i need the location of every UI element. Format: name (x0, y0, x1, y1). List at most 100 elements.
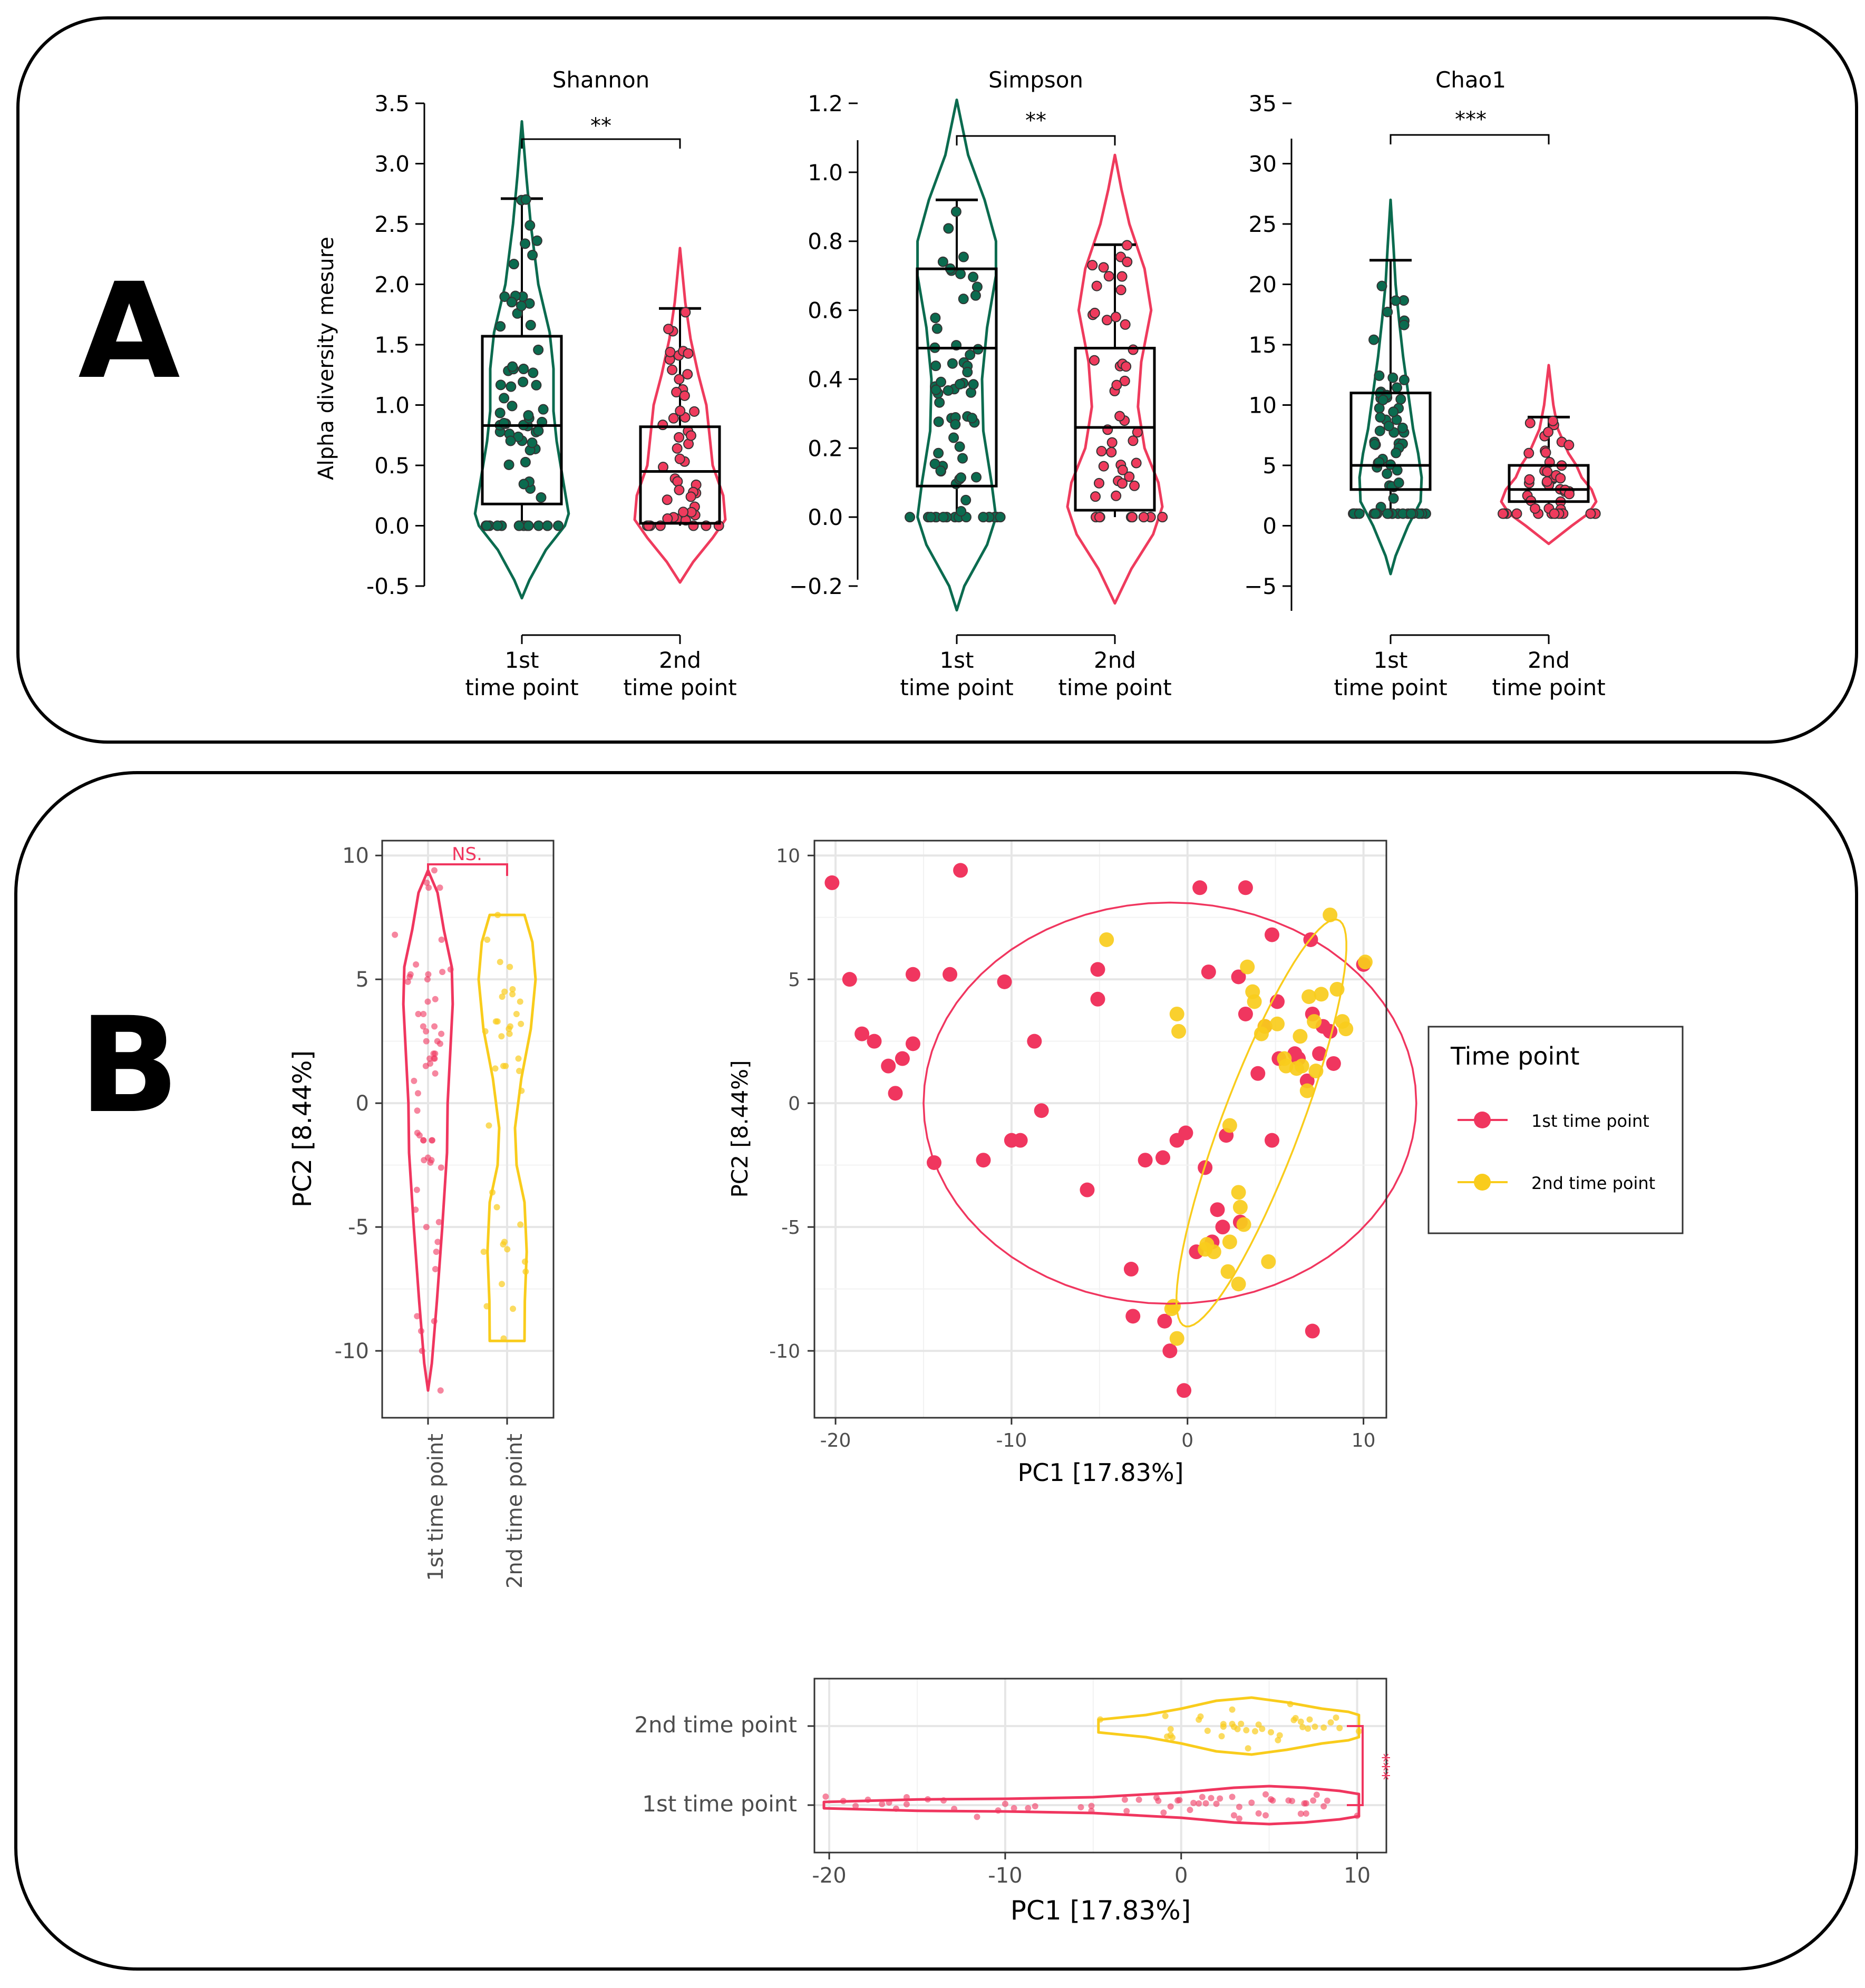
shannon-dot-1 (508, 259, 519, 270)
pc1-violin-ylabel-1st: 1st time point (642, 1791, 797, 1817)
shannon-dot-1 (492, 520, 503, 531)
chao1-dot-2 (1549, 508, 1560, 519)
pca-point-2nd (1169, 1331, 1184, 1346)
shannon-dot-2 (685, 430, 696, 441)
pc1-jitter-2nd (1234, 1726, 1241, 1732)
pc1-jitter-2nd (1255, 1721, 1262, 1728)
shannon-dot-2 (667, 364, 678, 375)
chao1-significance: *** (1455, 108, 1487, 132)
pc1-jitter-1st (903, 1801, 910, 1808)
legend: Time point 1st time point 2nd time point (1427, 1026, 1684, 1234)
pc1-violin-ylabel-2nd: 2nd time point (634, 1712, 797, 1738)
pca-point-2nd (1323, 907, 1338, 922)
pca-point-2nd (1261, 1254, 1276, 1269)
chao1-dot-1 (1368, 334, 1380, 345)
shannon-xlabel-2-line1: 2nd (659, 647, 701, 673)
chao1-plot: Chao1 −5 0 5 10 15 20 25 30 35 1st time point 2n… (1244, 67, 1606, 700)
pc1-jitter-2nd (1276, 1732, 1283, 1739)
chao1-dot-2 (1541, 476, 1552, 487)
simpson-dot-1 (943, 223, 954, 234)
pca-point-2nd (1220, 1264, 1236, 1279)
pc2-jitter-2nd (518, 1020, 524, 1027)
shannon-dot-1 (542, 520, 553, 531)
pc2-ytick-label: 0 (356, 1092, 369, 1116)
pc2-ytick-label: 10 (342, 844, 369, 868)
shannon-dot-1 (507, 401, 518, 412)
pc2-jitter-2nd (498, 1033, 505, 1040)
pca-point-1st (1013, 1133, 1028, 1148)
shannon-dot-2 (679, 390, 690, 401)
simpson-dot-2 (1102, 315, 1113, 326)
shannon-dot-1 (520, 194, 531, 205)
pc2-jitter-2nd (506, 1026, 512, 1032)
simpson-dot-1 (930, 384, 941, 395)
chao1-dot-1 (1398, 374, 1410, 385)
pca-ytick-label: 0 (788, 1093, 800, 1115)
shannon-ytick-label: 1.0 (374, 393, 410, 418)
chao1-dot-1 (1388, 406, 1399, 417)
pc2-violin-body: -10 -5 0 5 10 (335, 844, 537, 1425)
pc2-jitter-2nd (485, 1122, 492, 1129)
pca-point-2nd (1314, 987, 1329, 1002)
pca-ellipse-2nd (1176, 918, 1347, 1328)
pc1-violin-body: -20 -10 0 10 (808, 1696, 1371, 1888)
chao1-ytick-label: 5 (1262, 453, 1277, 479)
chao1-body: −5 0 5 10 15 20 25 30 35 (1244, 91, 1601, 599)
pca-point-2nd (1222, 1118, 1237, 1133)
simpson-plot: Simpson −0.2 0.0 0.2 0.4 0.6 0.8 1.0 1.2 1st ti… (789, 67, 1172, 700)
pc1-jitter-1st (1025, 1805, 1032, 1811)
pca-point-1st (905, 1036, 920, 1051)
simpson-box-2 (1074, 347, 1156, 512)
pc2-violin-grid (382, 841, 553, 1418)
simpson-dot-2 (1131, 457, 1142, 469)
pc2-jitter-1st (431, 867, 438, 874)
simpson-dot-2 (1089, 307, 1100, 318)
shannon-title: Shannon (552, 67, 650, 93)
pca-point-1st (1162, 1343, 1178, 1359)
simpson-ytick-label: 0.0 (808, 504, 843, 530)
shannon-dot-2 (662, 513, 673, 524)
shannon-dot-1 (523, 520, 534, 531)
pc2-jitter-1st (414, 1313, 421, 1320)
shannon-dot-1 (552, 520, 564, 531)
legend-marker-1 (1474, 1112, 1491, 1128)
pca-point-1st (943, 967, 958, 982)
pc1-jitter-1st (1297, 1810, 1304, 1817)
shannon-xlabel-1-line1: 1st (504, 647, 539, 673)
simpson-dot-1 (937, 256, 948, 267)
pc2-jitter-2nd (500, 1241, 507, 1248)
simpson-dot-1 (956, 506, 967, 517)
simpson-dot-2 (1122, 240, 1133, 251)
shannon-body: -0.5 0.0 0.5 1.0 1.5 2.0 2.5 3.0 3.5 (366, 91, 727, 600)
pc2-jitter-2nd (501, 988, 508, 995)
simpson-dot-2 (1116, 271, 1128, 282)
chao1-dot-1 (1392, 465, 1403, 476)
legend-label-1: 1st time point (1531, 1111, 1649, 1131)
pc1-violin-xlabel: PC1 [17.83%] (1011, 1895, 1191, 1926)
pca-point-1st (824, 875, 840, 890)
shannon-dot-1 (523, 410, 534, 421)
chao1-ytick-label: 15 (1249, 332, 1277, 358)
simpson-ytick-label: 1.0 (808, 160, 843, 186)
simpson-dot-1 (967, 413, 978, 424)
pca-point-2nd (1299, 1083, 1315, 1098)
pc2-jitter-2nd (513, 1010, 520, 1017)
shannon-dot-1 (531, 235, 542, 246)
pc2-jitter-1st (434, 1239, 441, 1245)
pc2-jitter-1st (436, 884, 443, 891)
chao1-ytick-label: 0 (1262, 513, 1277, 539)
shannon-dot-1 (516, 300, 527, 311)
pc2-bracket (427, 863, 508, 876)
pc2-jitter-1st (426, 1055, 433, 1062)
chao1-dot-2 (1524, 417, 1536, 428)
panel-a-frame (16, 16, 1858, 744)
pca-point-1st (1265, 1133, 1279, 1148)
pc1-jitter-1st (1269, 1797, 1276, 1804)
pca-ellipse-1st (922, 901, 1417, 1305)
simpson-dot-2 (1106, 446, 1117, 457)
simpson-dot-1 (978, 512, 989, 523)
simpson-dot-1 (972, 281, 983, 293)
shannon-dot-2 (678, 506, 689, 518)
pc1-jitter-1st (1248, 1799, 1255, 1806)
pc2-jitter-1st (424, 1154, 431, 1161)
